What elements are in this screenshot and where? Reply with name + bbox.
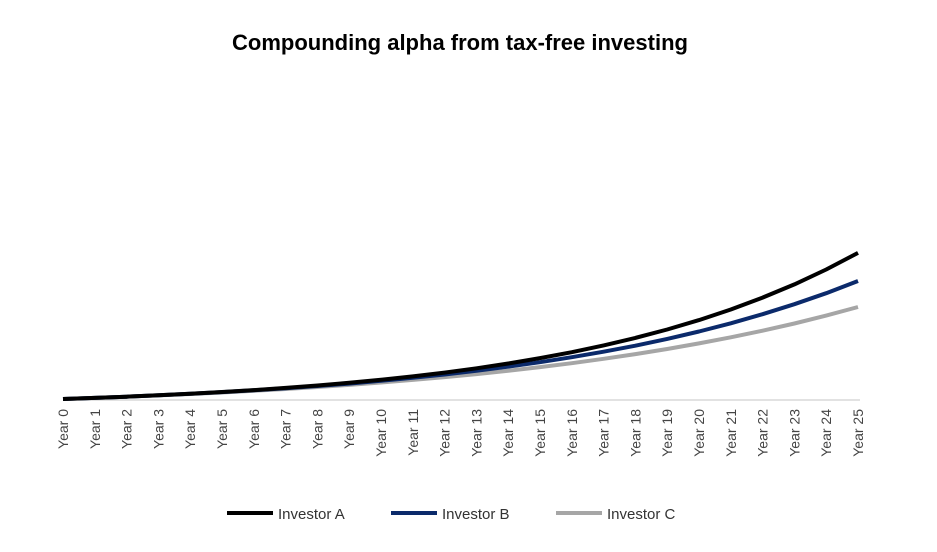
x-tick-label: Year 15 bbox=[532, 409, 548, 457]
x-tick-label: Year 19 bbox=[659, 409, 675, 457]
x-tick-label: Year 18 bbox=[627, 409, 643, 457]
x-tick-label: Year 4 bbox=[182, 409, 198, 449]
x-tick-label: Year 10 bbox=[373, 409, 389, 457]
x-tick-label: Year 11 bbox=[405, 409, 421, 456]
x-tick-label: Year 1 bbox=[87, 409, 103, 449]
legend-label-investor-a: Investor A bbox=[278, 506, 345, 523]
x-tick-label: Year 23 bbox=[786, 409, 802, 457]
series-line-investor-b bbox=[62, 279, 859, 401]
x-tick-label: Year 13 bbox=[468, 409, 484, 457]
x-tick-label: Year 5 bbox=[214, 409, 230, 449]
x-tick-label: Year 7 bbox=[278, 409, 294, 449]
x-tick-label: Year 9 bbox=[341, 409, 357, 449]
x-tick-label: Year 6 bbox=[246, 409, 262, 449]
x-tick-label: Year 14 bbox=[500, 409, 516, 457]
x-tick-label: Year 24 bbox=[818, 409, 834, 457]
x-tick-label: Year 2 bbox=[119, 409, 135, 449]
x-tick-label: Year 8 bbox=[309, 409, 325, 449]
legend-label-investor-b: Investor B bbox=[442, 506, 510, 523]
x-tick-label: Year 25 bbox=[850, 409, 866, 457]
x-tick-label: Year 17 bbox=[596, 409, 612, 457]
x-tick-label: Year 16 bbox=[564, 409, 580, 457]
x-tick-label: Year 3 bbox=[150, 409, 166, 449]
chart-title: Compounding alpha from tax-free investin… bbox=[232, 30, 688, 55]
series-line-investor-a bbox=[62, 251, 859, 401]
legend-label-investor-c: Investor C bbox=[607, 506, 676, 523]
x-tick-label: Year 21 bbox=[723, 409, 739, 457]
x-tick-label: Year 0 bbox=[55, 409, 71, 449]
x-tick-label: Year 12 bbox=[437, 409, 453, 457]
x-tick-label: Year 20 bbox=[691, 409, 707, 457]
x-tick-label: Year 22 bbox=[755, 409, 771, 457]
